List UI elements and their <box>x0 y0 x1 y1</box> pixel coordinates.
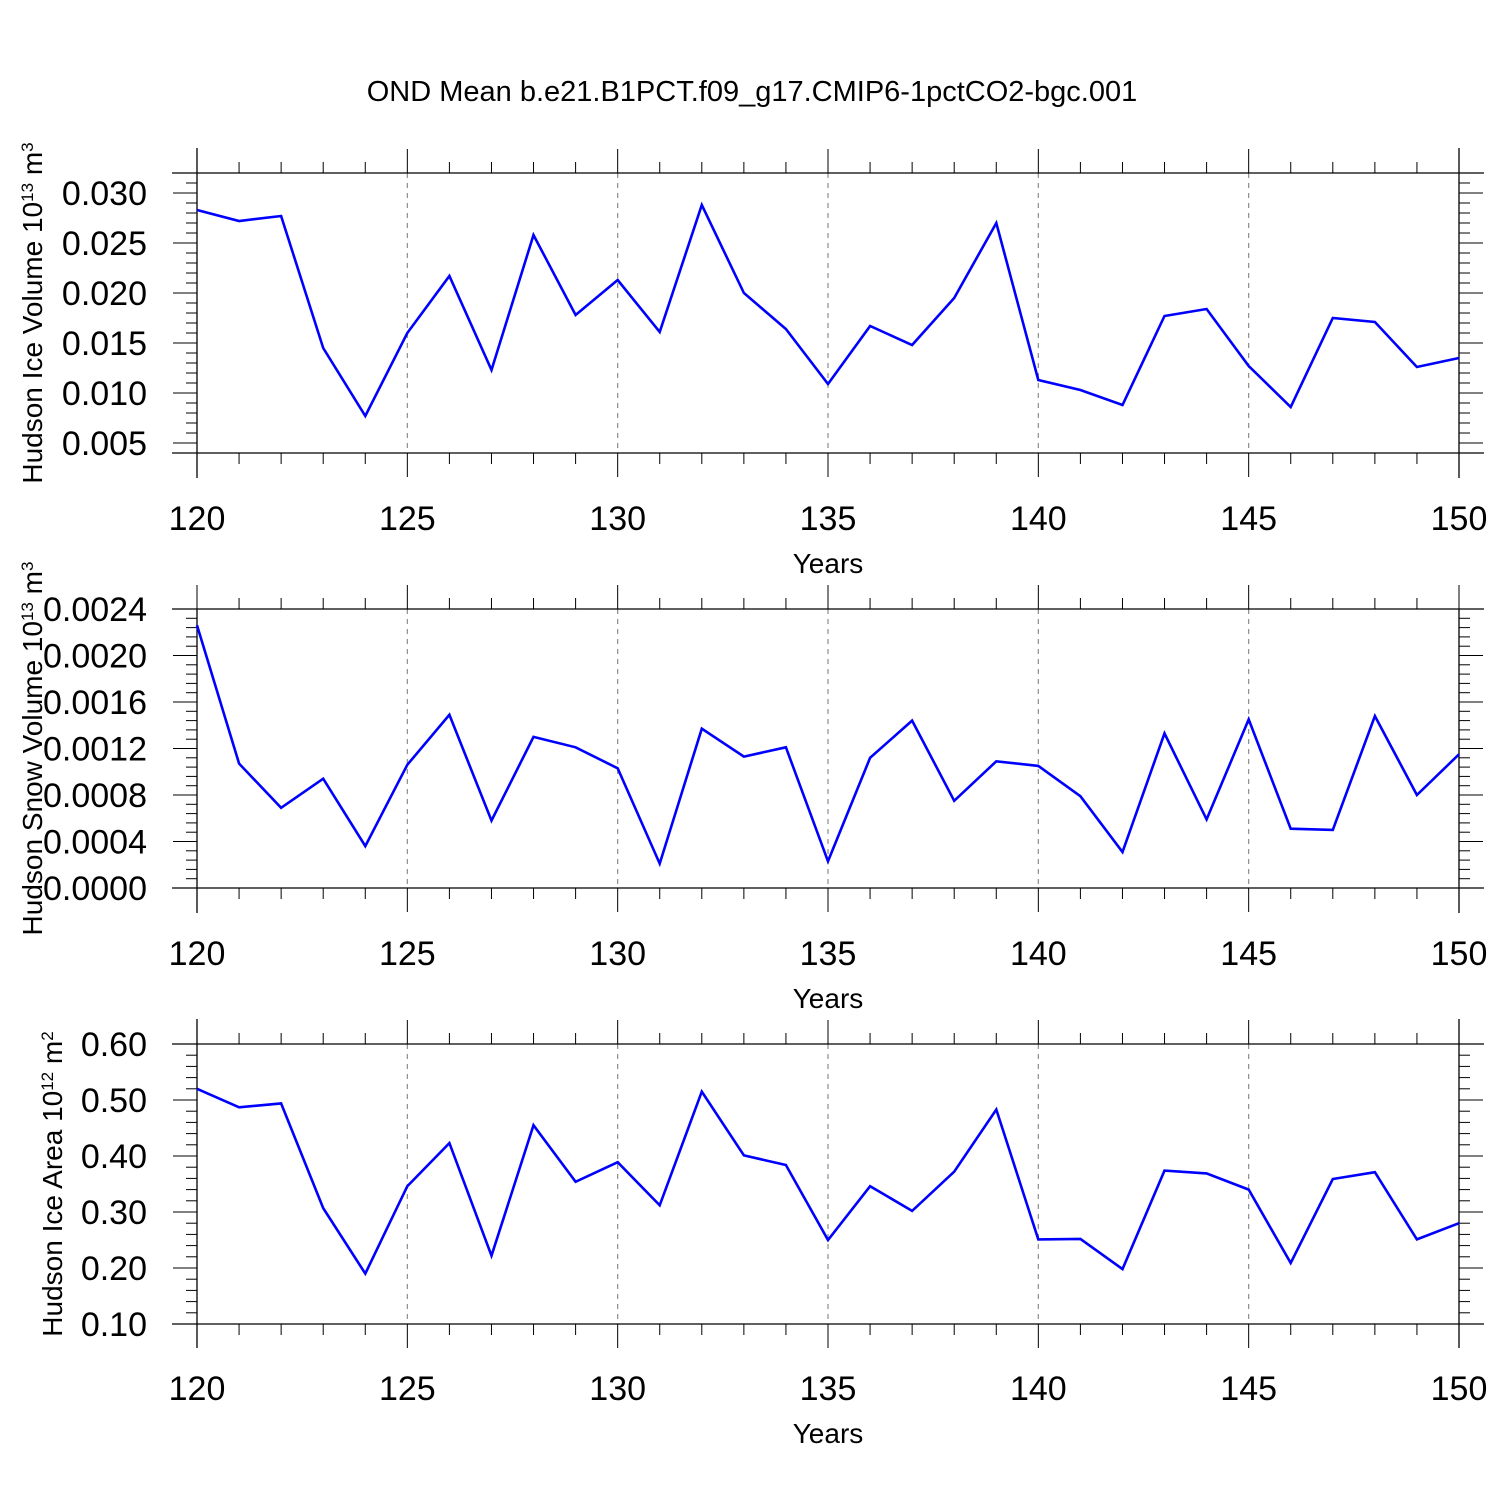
y-tick-label: 0.015 <box>62 325 147 363</box>
y-tick-label: 0.025 <box>62 225 147 263</box>
y-axis-label-superscript: 12 <box>38 1072 57 1091</box>
y-axis-label: Hudson Ice Area 1012 m2 <box>37 1031 68 1336</box>
y-tick-label: 0.10 <box>81 1306 147 1344</box>
y-tick-label: 0.0016 <box>43 684 147 722</box>
y-tick-label: 0.20 <box>81 1250 147 1288</box>
x-tick-label: 135 <box>800 1370 857 1408</box>
x-tick-label: 140 <box>1010 935 1067 973</box>
x-tick-label: 150 <box>1431 500 1488 538</box>
y-axis-label-part: m <box>17 152 48 183</box>
x-tick-label: 130 <box>589 500 646 538</box>
y-tick-label: 0.0024 <box>43 591 147 629</box>
y-axis-label-superscript: 2 <box>38 1031 57 1040</box>
x-tick-label: 125 <box>379 1370 436 1408</box>
x-tick-label: 125 <box>379 935 436 973</box>
y-tick-label: 0.0008 <box>43 777 147 815</box>
y-tick-label: 0.005 <box>62 425 147 463</box>
panels: 120 125 130 135 140 145 150 0.005 0.010 0.015 0.02… <box>17 142 1487 1449</box>
y-axis-label: Hudson Snow Volume 1013 m3 <box>17 562 48 936</box>
y-tick-label: 0.30 <box>81 1194 147 1232</box>
y-tick-label: 0.030 <box>62 175 147 213</box>
x-tick-label: 145 <box>1220 1370 1277 1408</box>
y-axis-label-part: Hudson Snow Volume 10 <box>17 621 48 935</box>
x-tick-label: 135 <box>800 935 857 973</box>
x-tick-label: 145 <box>1220 935 1277 973</box>
x-tick-label: 150 <box>1431 935 1488 973</box>
y-tick-label: 0.0000 <box>43 870 147 908</box>
y-axis-label: Hudson Ice Volume 1013 m3 <box>17 142 48 483</box>
chart-panel-2: 120 125 130 135 140 145 150 0.0000 0.0004 0.0008 0… <box>17 562 1487 1014</box>
y-axis-label-part: m <box>17 571 48 602</box>
y-tick-label: 0.40 <box>81 1138 147 1176</box>
series-line <box>195 624 1460 868</box>
x-tick-label: 120 <box>169 935 226 973</box>
chart-panel-3: 120 125 130 135 140 145 150 0.10 0.20 0.30 0.40 0.5… <box>37 1019 1487 1449</box>
x-tick-label: 140 <box>1010 500 1067 538</box>
y-axis-label-superscript: 3 <box>18 562 37 571</box>
x-tick-label: 130 <box>589 935 646 973</box>
y-tick-label: 0.0004 <box>43 824 147 862</box>
x-axis-label: Years <box>793 983 864 1014</box>
x-tick-label: 150 <box>1431 1370 1488 1408</box>
y-tick-label: 0.020 <box>62 275 147 313</box>
x-tick-label: 120 <box>169 1370 226 1408</box>
y-axis-label-superscript: 13 <box>18 183 37 202</box>
x-axis-label: Years <box>793 548 864 579</box>
x-tick-label: 145 <box>1220 500 1277 538</box>
y-axis-label-part: m <box>37 1041 68 1072</box>
x-tick-label: 130 <box>589 1370 646 1408</box>
y-tick-label: 0.0020 <box>43 638 147 676</box>
x-tick-label: 135 <box>800 500 857 538</box>
y-tick-label: 0.50 <box>81 1082 147 1120</box>
y-tick-label: 0.0012 <box>43 731 147 769</box>
x-axis-label: Years <box>793 1418 864 1449</box>
y-tick-label: 0.60 <box>81 1026 147 1064</box>
x-tick-label: 125 <box>379 500 436 538</box>
figure-title: OND Mean b.e21.B1PCT.f09_g17.CMIP6-1pctC… <box>367 76 1138 108</box>
x-tick-label: 140 <box>1010 1370 1067 1408</box>
y-axis-label-superscript: 13 <box>18 602 37 621</box>
y-axis-label-superscript: 3 <box>18 142 37 151</box>
y-axis-label-part: Hudson Ice Area 10 <box>37 1091 68 1337</box>
y-tick-label: 0.010 <box>62 375 147 413</box>
y-axis-label-part: Hudson Ice Volume 10 <box>17 202 48 484</box>
chart-panel-1: 120 125 130 135 140 145 150 0.005 0.010 0.015 0.02… <box>17 142 1487 579</box>
x-tick-label: 120 <box>169 500 226 538</box>
